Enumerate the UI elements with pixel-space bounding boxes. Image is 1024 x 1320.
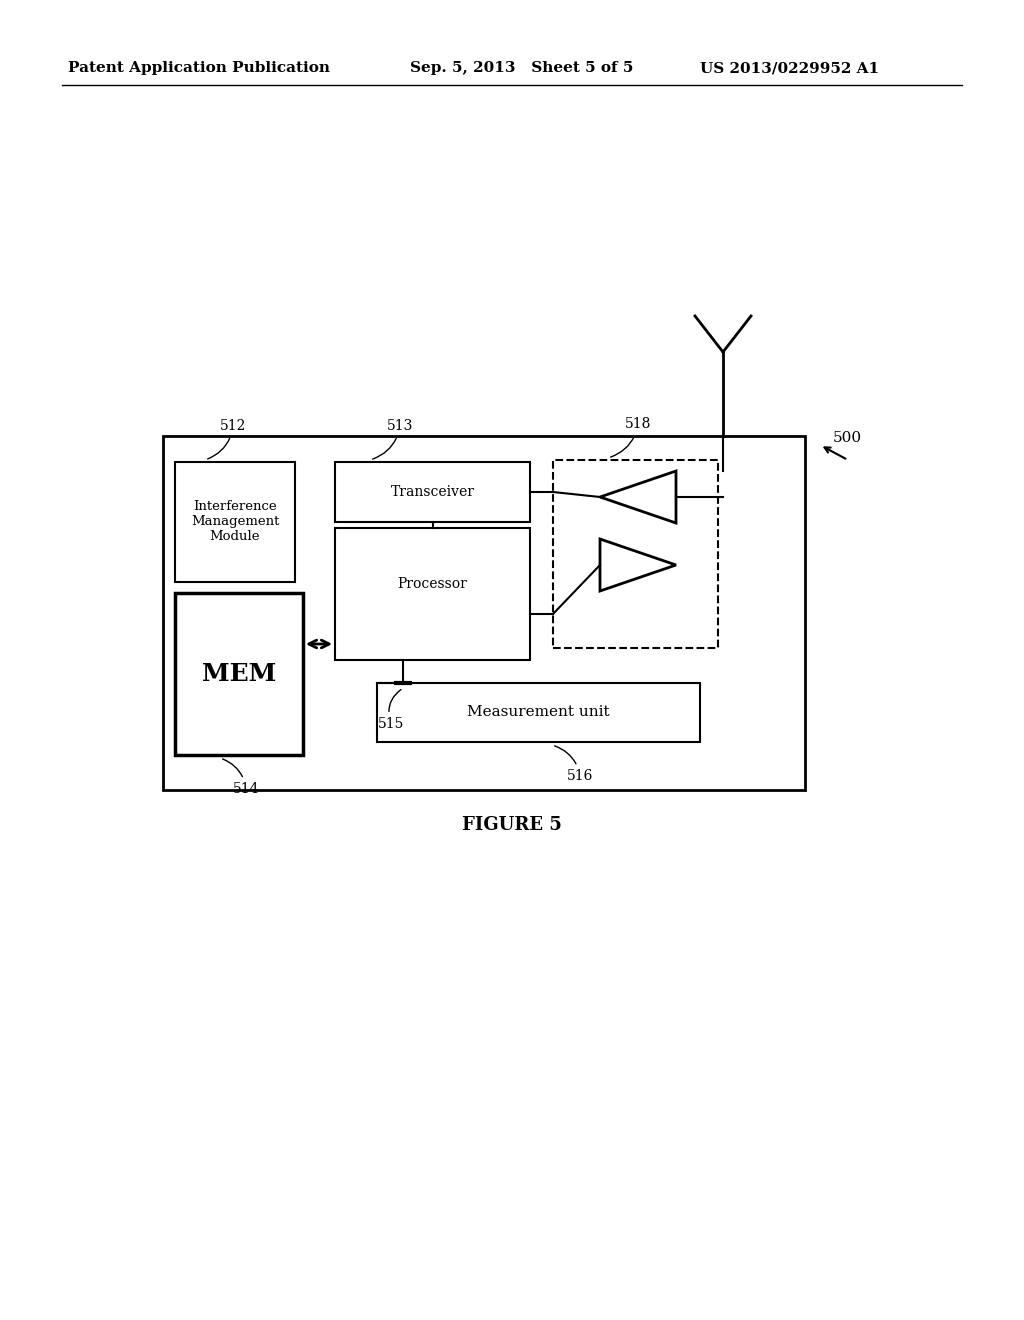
- Bar: [175, 593, 303, 755]
- Text: 515: 515: [378, 689, 404, 731]
- Text: US 2013/0229952 A1: US 2013/0229952 A1: [700, 61, 880, 75]
- Polygon shape: [600, 539, 676, 591]
- Bar: [553, 459, 718, 648]
- Text: 518: 518: [610, 417, 651, 457]
- Text: Processor: Processor: [397, 577, 467, 591]
- Text: 500: 500: [833, 432, 862, 445]
- Text: Patent Application Publication: Patent Application Publication: [68, 61, 330, 75]
- Bar: [163, 436, 805, 789]
- Text: Interference
Management
Module: Interference Management Module: [190, 500, 280, 544]
- Text: 514: 514: [222, 759, 259, 796]
- Bar: [335, 462, 530, 521]
- Text: Sep. 5, 2013   Sheet 5 of 5: Sep. 5, 2013 Sheet 5 of 5: [410, 61, 634, 75]
- Bar: [377, 682, 700, 742]
- Bar: [335, 528, 530, 660]
- Bar: [175, 462, 295, 582]
- Polygon shape: [600, 471, 676, 523]
- Text: 516: 516: [555, 746, 593, 783]
- Text: Transceiver: Transceiver: [390, 484, 474, 499]
- Text: Measurement unit: Measurement unit: [467, 705, 610, 719]
- Text: MEM: MEM: [202, 663, 276, 686]
- Text: 513: 513: [373, 418, 414, 459]
- Text: FIGURE 5: FIGURE 5: [462, 816, 562, 834]
- Text: 512: 512: [208, 418, 247, 459]
